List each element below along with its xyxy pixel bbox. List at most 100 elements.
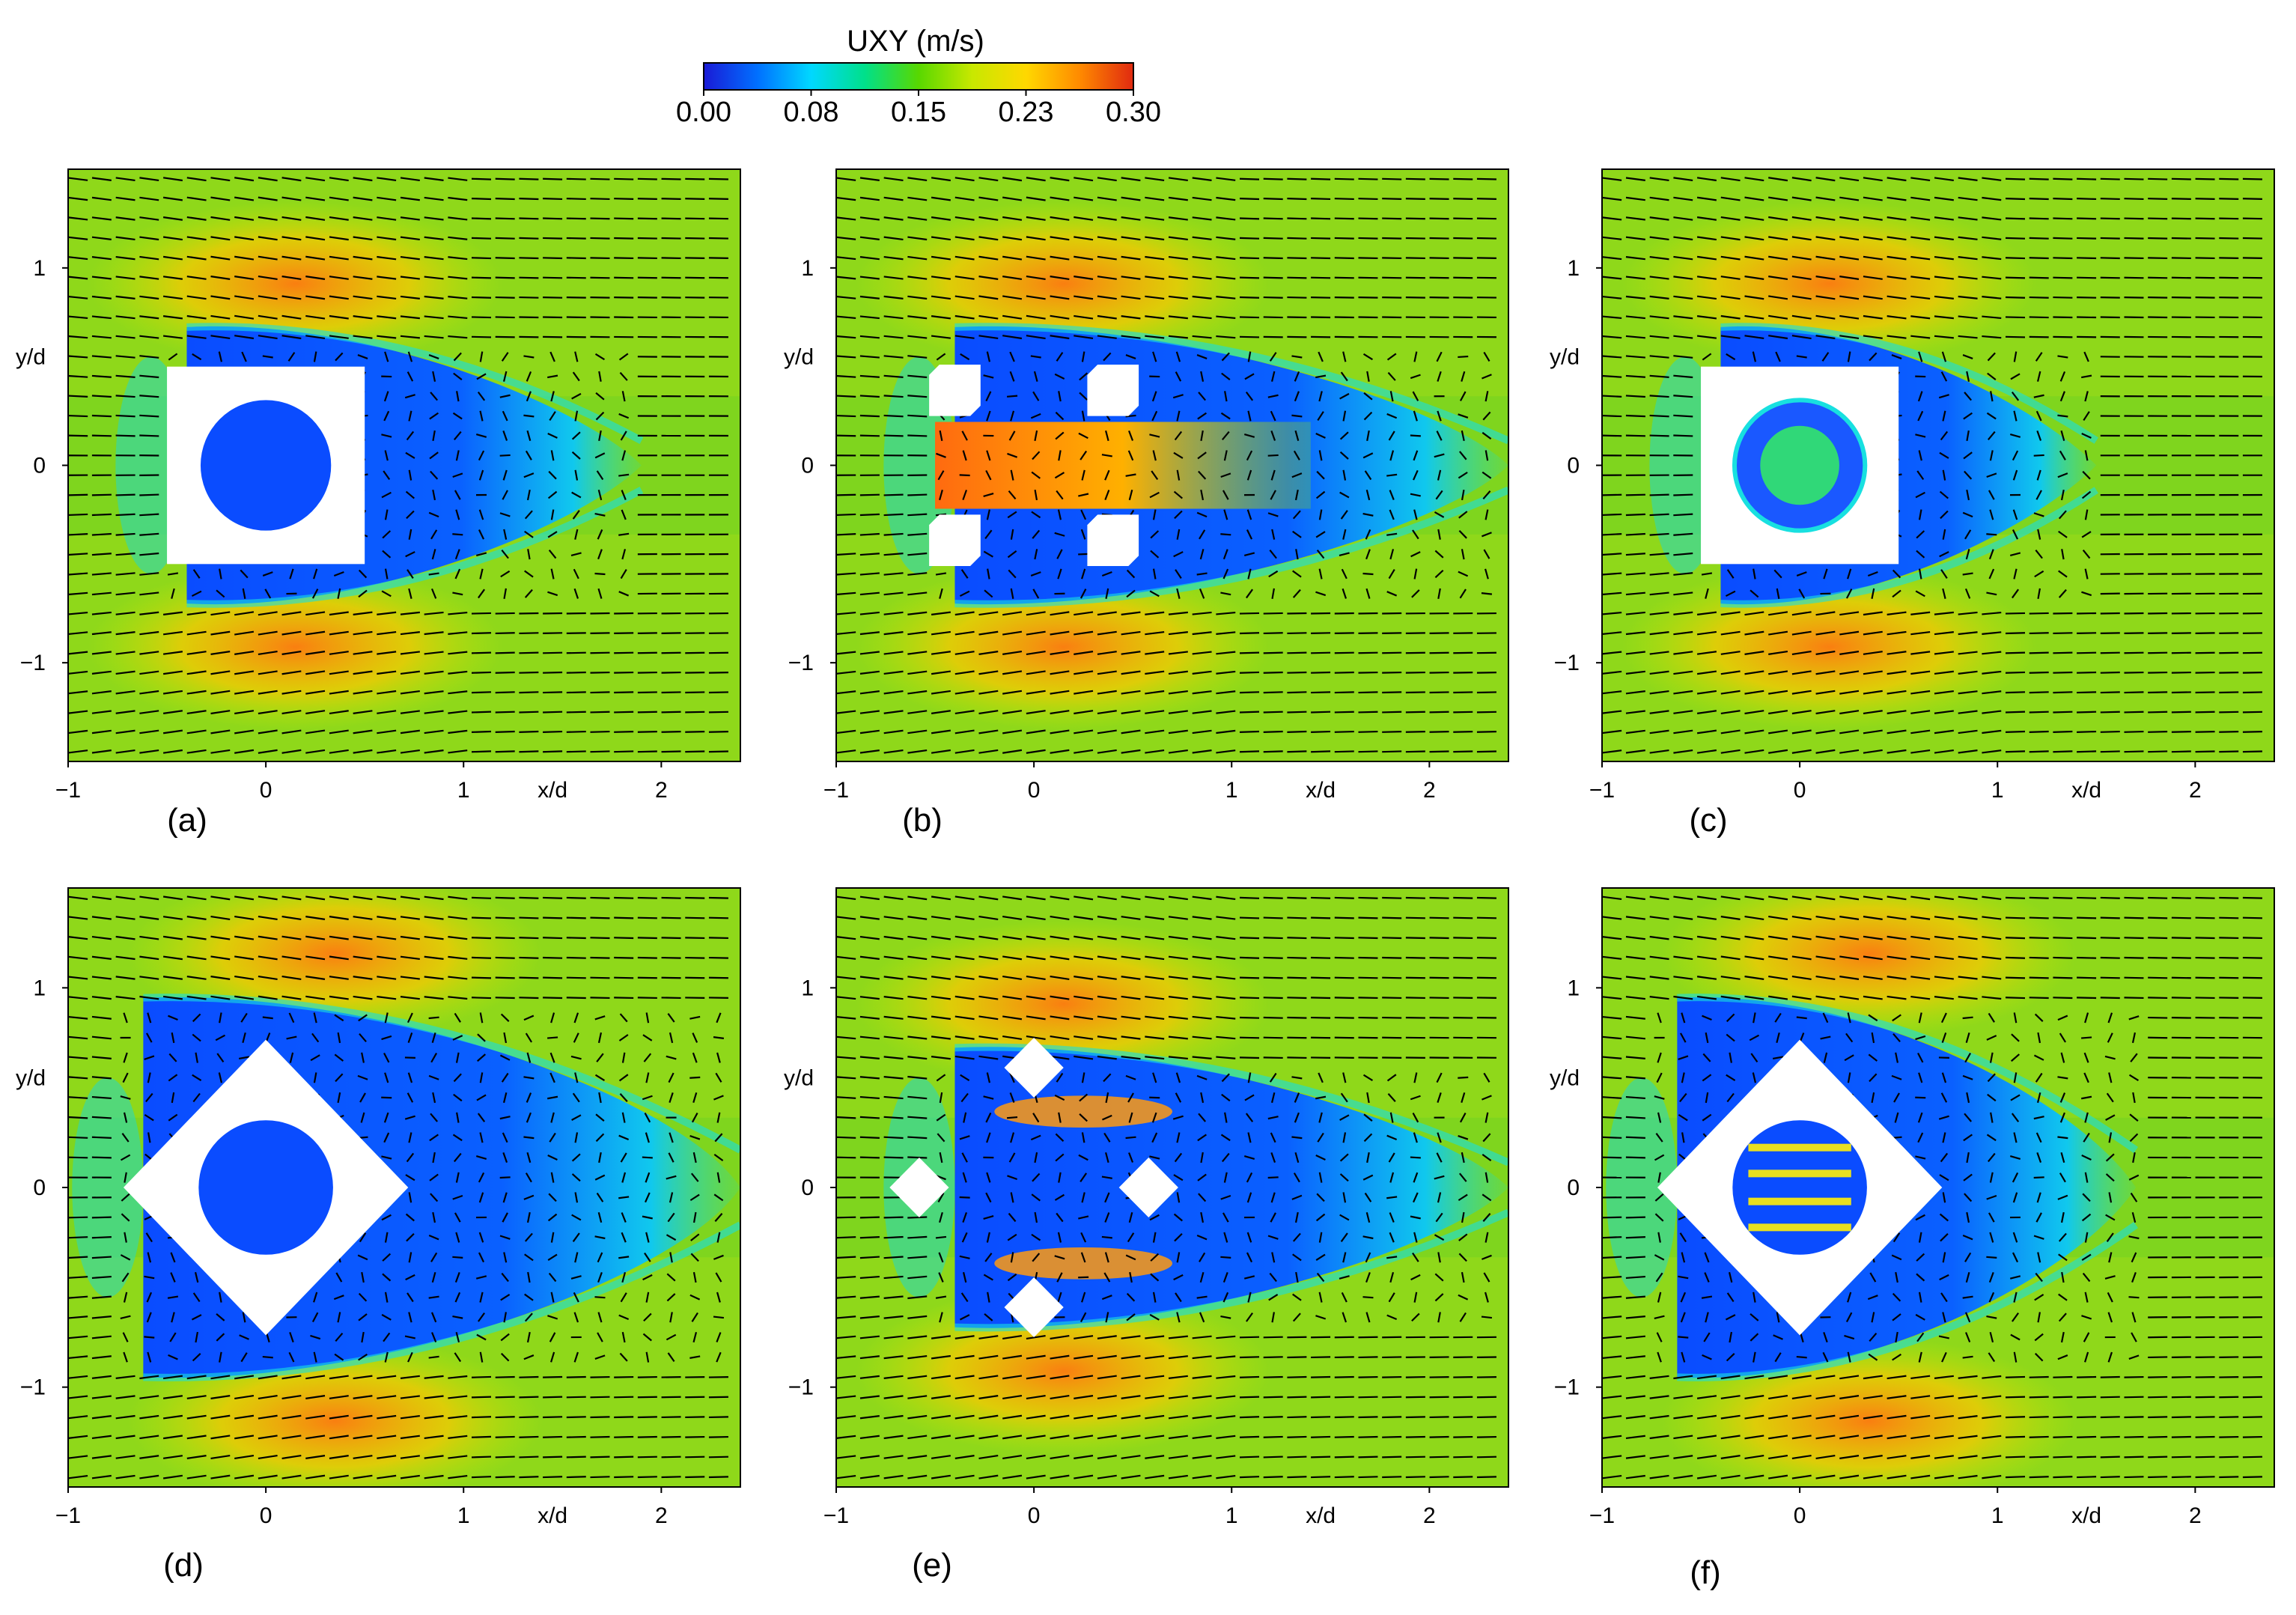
vector — [637, 1476, 657, 1479]
vector — [1458, 1193, 1468, 1202]
vector — [471, 197, 492, 201]
vector — [1989, 1232, 1994, 1243]
vector — [1081, 568, 1086, 580]
vector — [1461, 1152, 1465, 1164]
vector — [1839, 236, 1860, 241]
vector — [400, 631, 420, 636]
vector — [1412, 529, 1419, 540]
vector — [139, 255, 159, 261]
vector — [431, 1032, 436, 1044]
vector — [1791, 690, 1812, 695]
vector — [1649, 493, 1669, 496]
vector — [1032, 1173, 1041, 1182]
vector — [1625, 1316, 1645, 1319]
vector — [1887, 196, 1907, 201]
vector — [1268, 570, 1279, 578]
vector — [68, 1136, 88, 1139]
vector — [594, 1354, 606, 1360]
vector — [614, 1375, 634, 1378]
vector — [936, 1113, 946, 1122]
vector — [234, 975, 255, 981]
vector — [1458, 1253, 1467, 1262]
vector — [566, 198, 586, 201]
vector — [692, 1152, 697, 1164]
vector — [1673, 255, 1693, 261]
vector — [400, 1414, 420, 1420]
vector — [162, 196, 183, 201]
vector — [1247, 351, 1252, 362]
vector — [218, 1072, 223, 1083]
vector — [1334, 1396, 1354, 1399]
vector — [281, 255, 302, 261]
vector — [931, 916, 951, 920]
vector — [1405, 976, 1425, 979]
vector — [1145, 670, 1165, 675]
vector — [1104, 1252, 1109, 1263]
vector — [431, 1332, 437, 1342]
vector — [1678, 1055, 1689, 1060]
vector — [907, 552, 928, 556]
vector — [689, 1076, 701, 1079]
vector — [1197, 1173, 1207, 1181]
vector — [139, 434, 159, 437]
vector — [1602, 276, 1622, 280]
vector — [1173, 1174, 1184, 1181]
vector — [547, 1095, 558, 1100]
vector — [883, 651, 904, 655]
vector — [939, 490, 943, 501]
vector — [305, 729, 326, 734]
vector — [618, 591, 630, 597]
vector — [1168, 935, 1188, 940]
vector — [1125, 1074, 1136, 1080]
vector — [1222, 549, 1228, 560]
vector — [1121, 295, 1141, 300]
vector — [2077, 1375, 2097, 1378]
vector — [240, 1352, 248, 1363]
vector — [939, 430, 943, 442]
vector — [2012, 1313, 2019, 1322]
vector — [1958, 295, 1978, 299]
vector — [2148, 750, 2168, 753]
vector — [954, 895, 975, 901]
vector — [1774, 1352, 1782, 1363]
vector — [1074, 710, 1094, 715]
vector — [1216, 611, 1236, 615]
vector — [1315, 1213, 1326, 1222]
vector — [1121, 1056, 1141, 1060]
vector — [931, 611, 951, 615]
vector — [1034, 1152, 1038, 1164]
vector — [452, 1194, 463, 1200]
vector — [1125, 354, 1136, 359]
vector — [456, 1112, 460, 1123]
vector — [836, 996, 856, 1000]
vector — [210, 995, 231, 1000]
vector — [2033, 1116, 2044, 1120]
vector — [448, 631, 468, 635]
vector — [281, 995, 302, 1000]
vector — [1318, 1072, 1324, 1083]
vector — [91, 1256, 112, 1259]
vector — [691, 1312, 698, 1322]
vector — [519, 750, 539, 753]
vector — [455, 1331, 460, 1343]
vector — [859, 553, 880, 556]
vector — [859, 532, 880, 536]
vector — [519, 237, 539, 240]
vector — [1458, 471, 1468, 479]
vector — [1050, 1055, 1070, 1060]
vector — [234, 1454, 255, 1460]
vector — [1458, 571, 1469, 577]
vector — [1602, 1256, 1622, 1259]
vector — [1002, 314, 1023, 320]
vector — [115, 690, 135, 695]
vector — [883, 355, 904, 359]
vector — [1412, 1252, 1419, 1262]
vector — [954, 729, 975, 734]
vector — [519, 691, 539, 694]
vector — [353, 690, 373, 695]
vector — [590, 1476, 610, 1479]
vector — [499, 1235, 511, 1240]
vector — [192, 569, 201, 579]
vector — [1964, 1193, 1973, 1202]
vector — [210, 729, 231, 734]
